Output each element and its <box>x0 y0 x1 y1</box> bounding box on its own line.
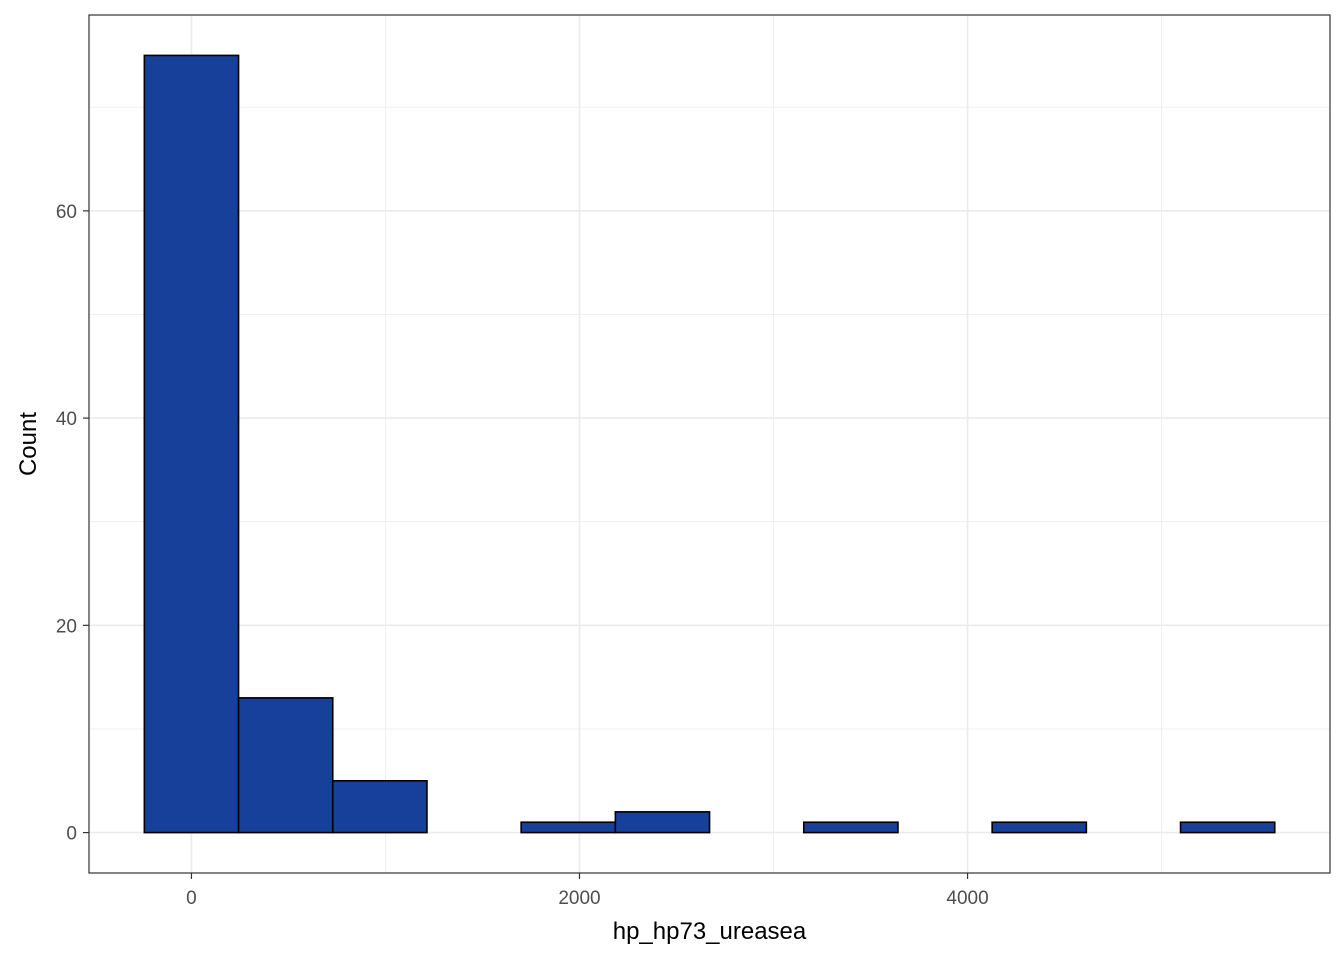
histogram-bar-11 <box>1179 821 1276 834</box>
histogram-bar-9 <box>991 821 1088 834</box>
histogram-bars <box>143 54 1276 834</box>
histogram-bar-5 <box>614 811 711 834</box>
x-tick-label: 0 <box>186 888 197 909</box>
x-axis: 0 2000 4000 <box>186 873 989 909</box>
histogram-bar-1 <box>237 697 334 834</box>
y-tick-label: 60 <box>56 202 77 223</box>
x-tick-label: 4000 <box>946 888 988 909</box>
y-axis: 0 20 40 60 <box>56 202 89 845</box>
histogram-bar-2 <box>331 779 428 834</box>
x-axis-title: hp_hp73_ureasea <box>613 918 807 945</box>
panel-border <box>88 14 1331 874</box>
histogram-bar-7 <box>802 821 899 834</box>
y-axis-title: Count <box>15 412 42 476</box>
histogram-bar-4 <box>520 821 617 834</box>
y-tick-label: 0 <box>66 824 77 845</box>
histogram-bar-0 <box>143 54 240 834</box>
y-tick-label: 40 <box>56 409 77 430</box>
x-tick-label: 2000 <box>558 888 600 909</box>
y-tick-label: 20 <box>56 616 77 637</box>
